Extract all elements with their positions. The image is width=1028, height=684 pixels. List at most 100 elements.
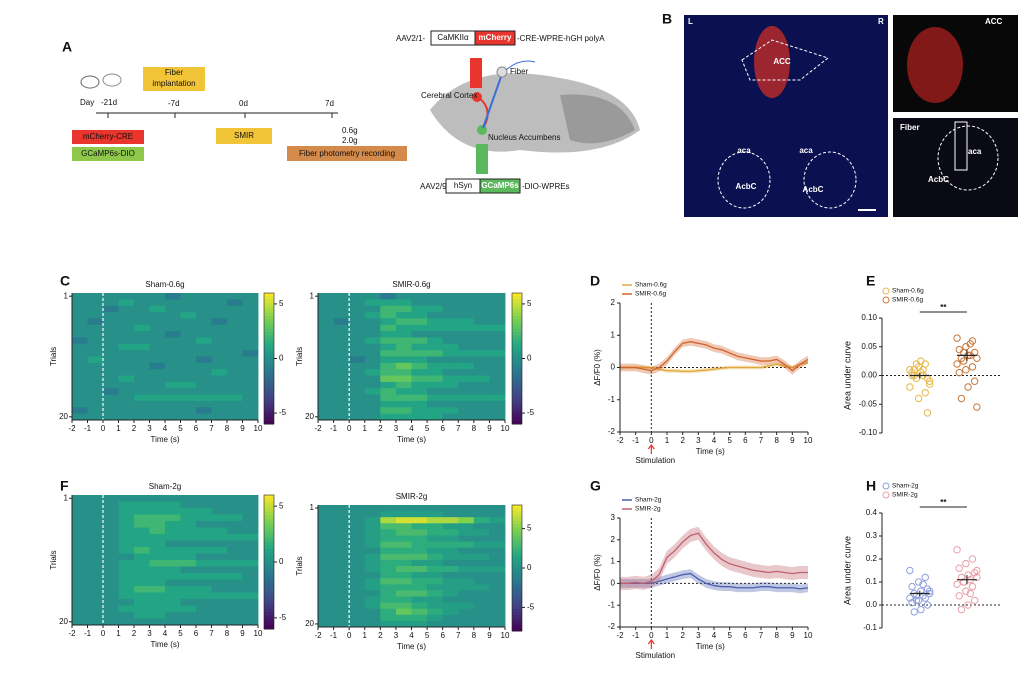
data-point <box>953 580 961 588</box>
colorbar-step <box>512 394 522 399</box>
panel-label: G <box>590 478 601 494</box>
heatmap-cell <box>103 540 119 548</box>
region-label: aca <box>737 146 751 155</box>
heatmap-cell <box>87 573 104 580</box>
heatmap-cell <box>349 305 366 313</box>
heatmap-cell <box>427 608 444 616</box>
colorbar-step <box>512 583 522 588</box>
heatmap-cell <box>103 381 119 389</box>
heatmap-cell <box>227 599 243 606</box>
heatmap-cell <box>364 511 381 518</box>
heatmap-cell <box>380 529 397 536</box>
heatmap-cell <box>242 573 259 580</box>
heatmap-cell <box>180 388 197 395</box>
inset-label: AcbC <box>928 175 949 184</box>
heatmap-cell <box>395 602 412 610</box>
heatmap-cell <box>395 293 412 300</box>
heatmap-cell <box>442 535 459 542</box>
heatmap-cell <box>87 592 104 600</box>
inset-label: ACC <box>985 17 1003 26</box>
heatmap-cell <box>87 612 104 619</box>
heatmap-cell <box>333 343 350 351</box>
data-point <box>906 594 914 602</box>
heatmap-cell <box>165 381 181 389</box>
heatmap-cell <box>103 501 119 509</box>
heatmap-cell <box>149 553 166 561</box>
heatmap-cell <box>411 318 428 326</box>
heatmap-cell <box>364 350 381 357</box>
x-tick-label: 7 <box>209 629 214 638</box>
heatmap-cell <box>395 535 412 542</box>
heatmap-cell <box>411 608 428 616</box>
colorbar-step <box>264 548 274 553</box>
heatmap-cell <box>442 614 459 622</box>
heatmap-cell <box>458 566 475 573</box>
heatmap-cell <box>458 523 475 530</box>
x-tick-label: 5 <box>727 631 732 640</box>
legend-label: SMIR-0.6g <box>635 291 666 298</box>
heatmap-cell <box>333 547 350 555</box>
heatmap-cell <box>134 394 150 402</box>
heatmap-cell <box>196 553 212 561</box>
heatmap-cell <box>427 375 444 383</box>
heatmap-cell <box>333 312 350 319</box>
heatmap-cell <box>227 293 243 300</box>
heatmap-cell <box>211 337 228 345</box>
colorbar-step <box>264 531 274 536</box>
heatmap-cell <box>242 527 259 535</box>
heatmap-cell <box>395 523 412 530</box>
heatmap-cell <box>149 350 166 357</box>
heatmap-cell <box>196 305 212 313</box>
heatmap-cell <box>87 605 104 613</box>
x-tick-label: 0 <box>347 424 352 433</box>
heatmap-cell <box>72 508 88 515</box>
colorbar-step <box>512 348 522 353</box>
colorbar-step <box>512 520 522 525</box>
heatmap-cell <box>242 337 259 345</box>
x-tick-label: 1 <box>665 436 670 445</box>
heatmap-cell <box>103 362 119 370</box>
heatmap-cell <box>72 599 88 606</box>
data-point <box>923 601 932 609</box>
heatmap-cell <box>364 388 381 395</box>
heatmap-cell <box>380 620 397 628</box>
region-label: AcbC <box>736 182 757 191</box>
heatmap-cell <box>380 596 397 603</box>
heatmap-cell <box>333 394 350 402</box>
virus-label: GCaMP6s-DIO <box>81 149 135 158</box>
heatmap-cell <box>118 612 135 619</box>
heatmap-cell <box>473 620 490 628</box>
heatmap-cell <box>242 343 259 351</box>
heatmap-cell <box>442 572 459 579</box>
heatmap-cell <box>227 560 243 567</box>
fiber-label: Fiber <box>165 68 184 77</box>
colorbar-step <box>512 533 522 537</box>
data-point <box>953 360 961 368</box>
heatmap-cell <box>473 343 490 351</box>
x-tick-label: -1 <box>632 436 640 445</box>
heatmap-cell <box>364 394 381 402</box>
x-tick-label: 9 <box>487 424 492 433</box>
colorbar-step <box>264 525 274 529</box>
heatmap-cell <box>118 305 135 313</box>
heatmap-cell <box>87 337 104 345</box>
heatmap-cell <box>411 375 428 383</box>
heatmap-cell <box>473 578 490 585</box>
heatmap-cell <box>87 305 104 313</box>
heatmap-cell <box>87 394 104 402</box>
heatmap-cell <box>473 324 490 332</box>
heatmap-cell <box>72 400 88 408</box>
colorbar-step <box>264 562 274 566</box>
heatmap-cell <box>149 560 166 567</box>
heatmap-cell <box>103 293 119 300</box>
heatmap-cell <box>380 553 397 561</box>
colorbar-step <box>264 299 274 304</box>
heatmap-cell <box>118 318 135 326</box>
data-point <box>921 594 929 602</box>
heatmap-cell <box>489 553 506 561</box>
region-outline <box>717 151 771 209</box>
heatmap-cell <box>134 521 150 528</box>
heatmap-cell <box>333 529 350 536</box>
heatmap-cell <box>489 547 506 555</box>
heatmap-cell <box>87 381 104 389</box>
